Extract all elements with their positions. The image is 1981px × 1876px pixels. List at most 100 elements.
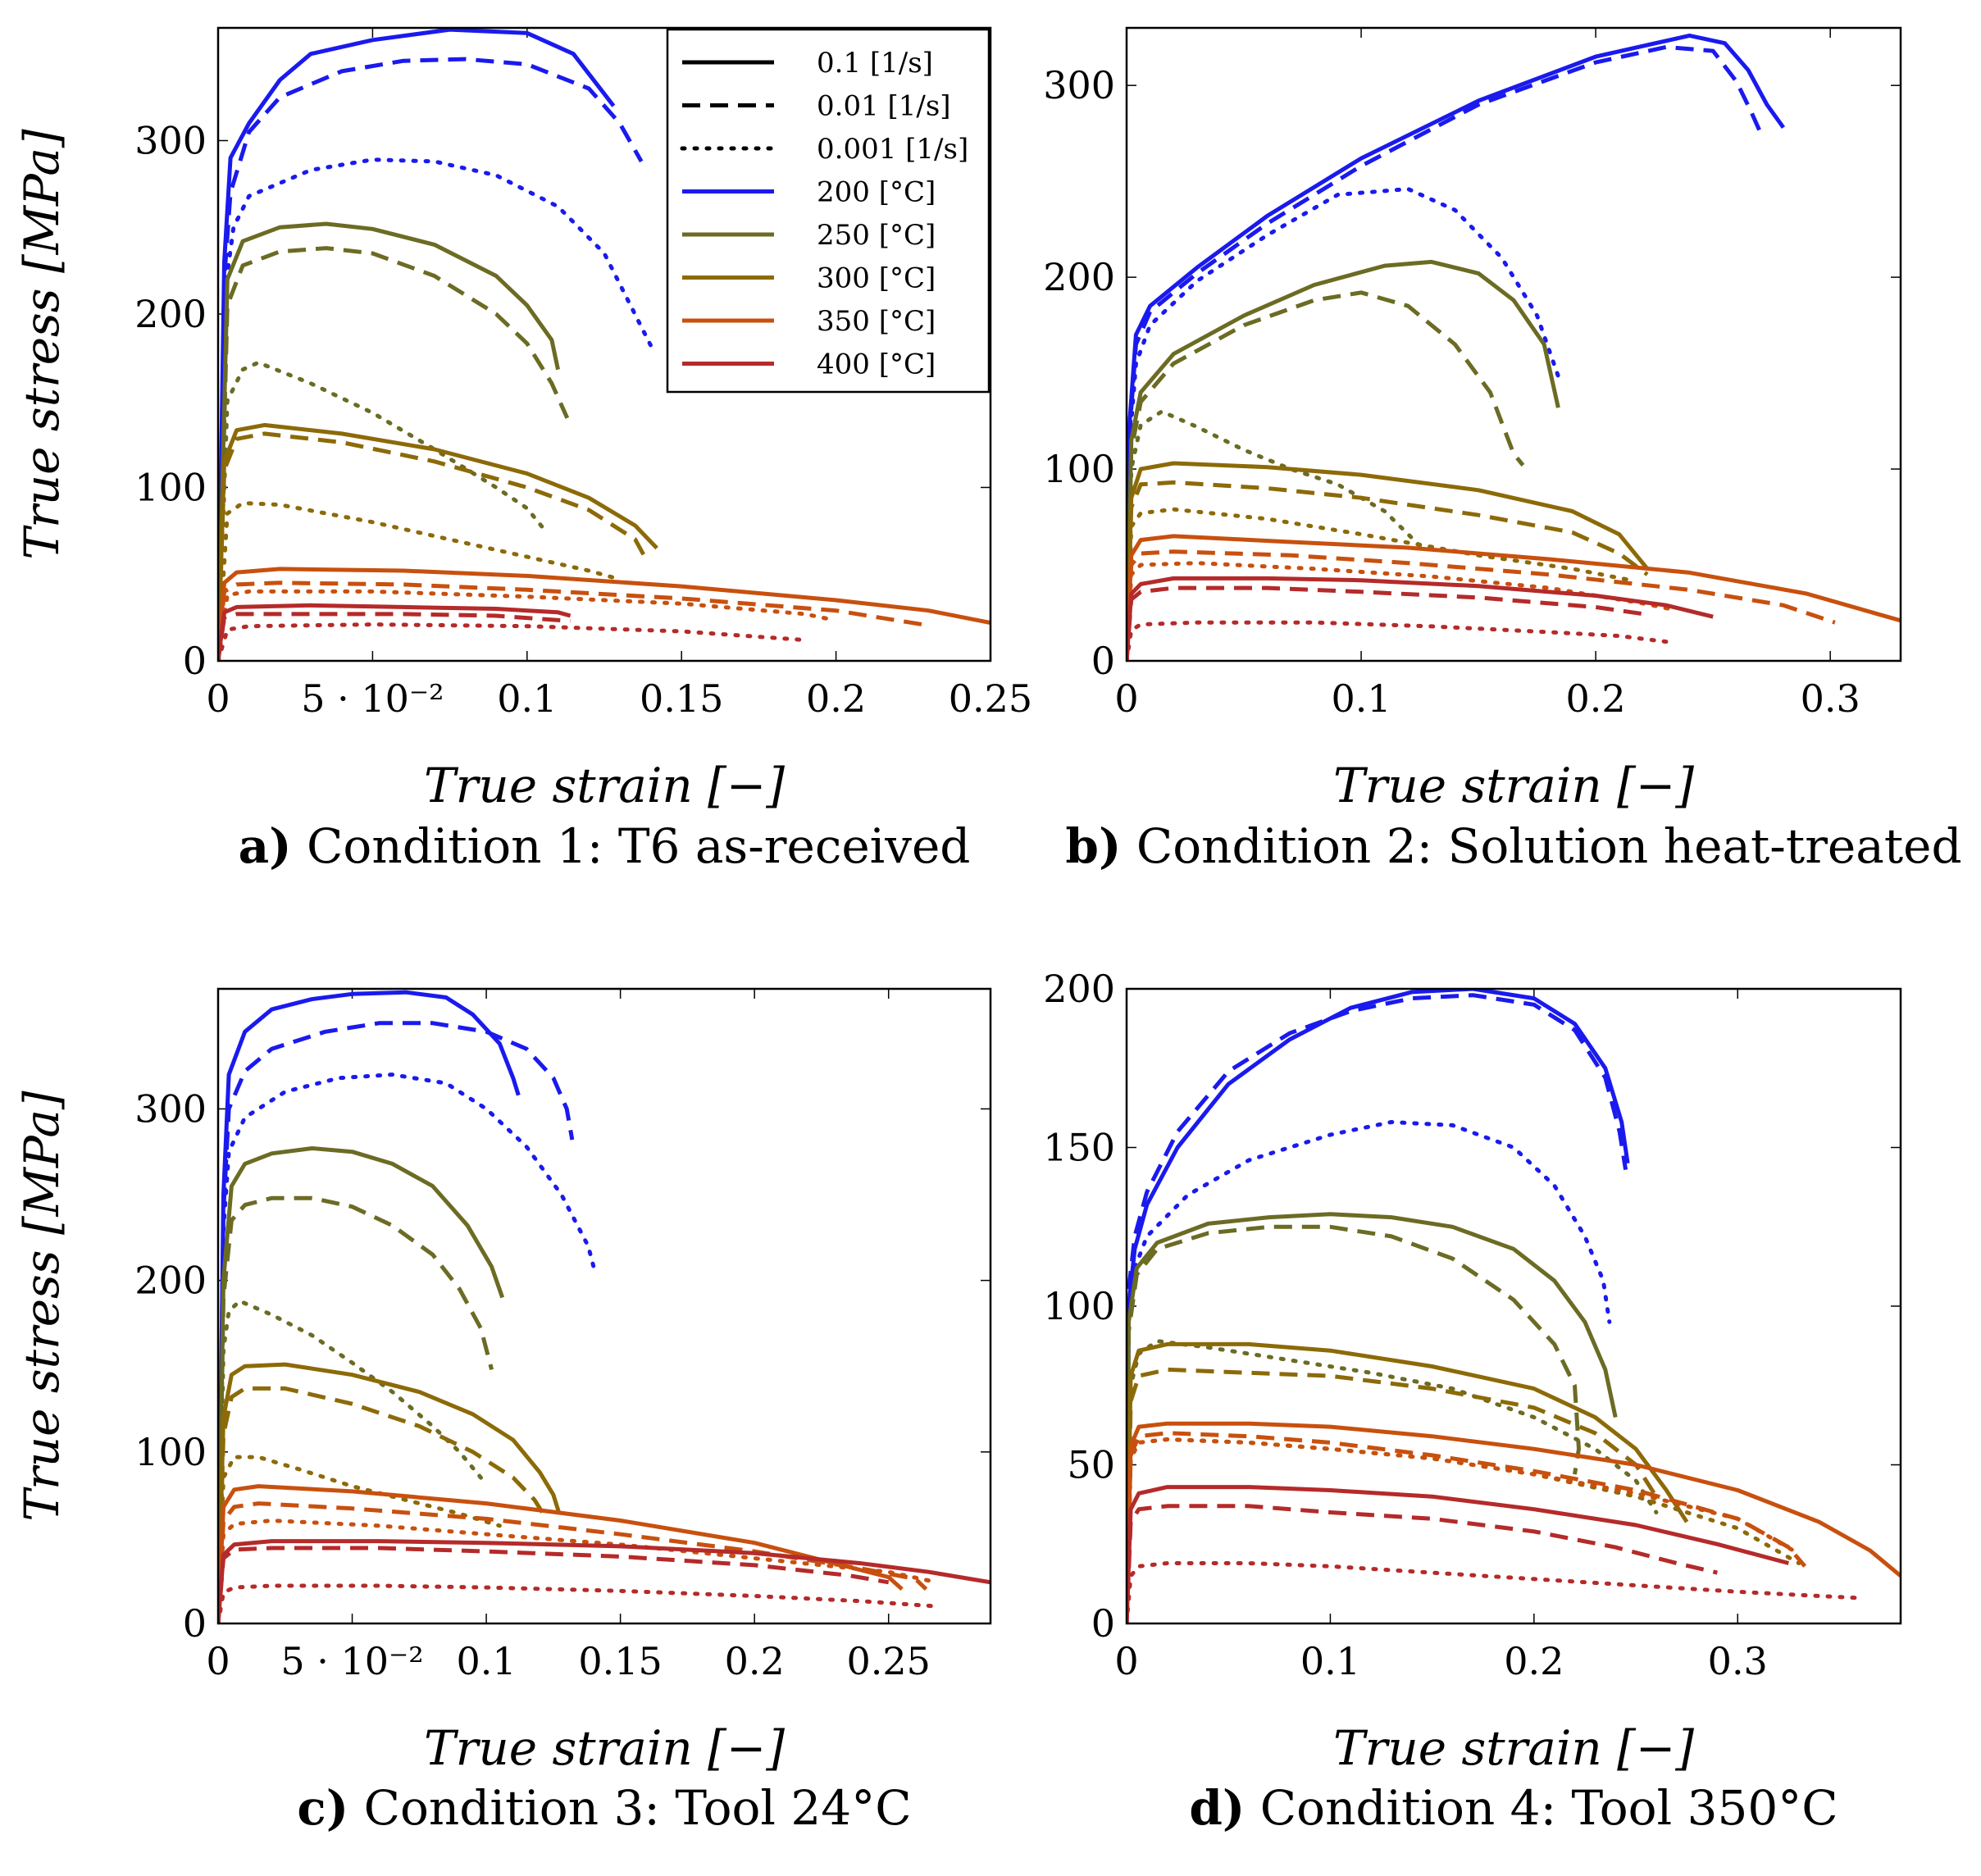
series-line-200C-0p1 — [218, 28, 616, 661]
y-axis-title: True stress [MPa] — [14, 1091, 70, 1522]
series-line-400C-0p001 — [218, 1583, 940, 1623]
y-tick-label: 300 — [1043, 63, 1115, 107]
series-group — [1127, 989, 1901, 1623]
series-line-350C-0p01 — [1127, 1431, 1807, 1623]
series-line-200C-0p001 — [1127, 1120, 1612, 1623]
caption-text: Condition 2: Solution heat-treated — [1121, 818, 1961, 874]
y-tick-label: 0 — [183, 1601, 207, 1646]
y-tick-label: 100 — [1043, 1284, 1115, 1328]
series-group — [218, 28, 990, 661]
panel-caption: a) Condition 1: T6 as-received — [239, 818, 971, 874]
x-tick-label: 0.3 — [1801, 676, 1860, 721]
series-line-400C-0p1 — [218, 1539, 990, 1623]
series-line-200C-0p01 — [1127, 44, 1762, 661]
series-line-200C-0p001 — [218, 157, 653, 661]
series-line-350C-0p001 — [218, 1519, 931, 1623]
x-tick-label: 5 · 10⁻² — [280, 1639, 423, 1683]
series-line-300C-0p001 — [218, 1455, 502, 1623]
x-tick-label: 0.15 — [640, 676, 723, 721]
series-line-350C-0p1 — [218, 567, 990, 661]
x-tick-label: 0.1 — [457, 1639, 517, 1683]
y-tick-label: 200 — [1043, 967, 1115, 1011]
series-line-200C-0p1 — [1127, 989, 1630, 1623]
caption-text: Condition 3: Tool 24°C — [348, 1780, 911, 1836]
series-line-200C-0p1 — [218, 990, 521, 1623]
series-line-400C-0p1 — [1127, 576, 1714, 661]
series-line-300C-0p1 — [1127, 461, 1650, 661]
caption-letter: a) — [239, 818, 292, 874]
series-line-250C-0p1 — [1127, 1212, 1618, 1623]
series-group — [218, 990, 990, 1623]
panel-caption: c) Condition 3: Tool 24°C — [297, 1780, 911, 1836]
y-tick-label: 200 — [134, 292, 207, 336]
legend-label: 300 [°C] — [817, 262, 936, 295]
series-line-250C-0p1 — [1127, 259, 1560, 661]
legend-label: 0.01 [1/s] — [817, 90, 951, 123]
x-tick-label: 0.1 — [1331, 676, 1391, 721]
x-tick-label: 0.3 — [1708, 1639, 1768, 1683]
series-line-250C-0p01 — [1127, 290, 1525, 661]
series-line-400C-0p01 — [218, 612, 571, 661]
y-tick-label: 100 — [134, 1430, 207, 1474]
x-tick-label: 0.1 — [497, 676, 557, 721]
series-line-300C-0p001 — [1127, 507, 1633, 661]
x-tick-label: 0.15 — [578, 1639, 662, 1683]
caption-text: Condition 4: Tool 350°C — [1245, 1780, 1838, 1836]
series-line-400C-0p01 — [1127, 585, 1651, 661]
series-line-200C-0p001 — [218, 1072, 596, 1623]
series-line-300C-0p1 — [218, 422, 658, 661]
x-axis-title: True strain [−] — [1333, 758, 1694, 813]
series-line-400C-0p1 — [1127, 1485, 1790, 1623]
x-tick-label: 0.2 — [1504, 1639, 1564, 1683]
chart-panel-1: 0 5 · 10⁻² 0.1 0.15 0.2 0.25 0 100 200 300 True st… — [14, 26, 1032, 874]
y-tick-label: 200 — [1043, 255, 1115, 299]
panel-caption: b) Condition 2: Solution heat-treated — [1065, 818, 1961, 874]
x-tick-label: 0 — [206, 1639, 230, 1683]
x-tick-label: 0.1 — [1300, 1639, 1360, 1683]
x-tick-label: 5 · 10⁻² — [301, 676, 444, 721]
series-line-250C-0p001 — [1127, 1339, 1659, 1623]
x-tick-label: 0.2 — [725, 1639, 785, 1683]
series-line-350C-0p01 — [218, 581, 923, 661]
legend-label: 250 [°C] — [817, 219, 936, 252]
series-line-300C-0p001 — [218, 501, 622, 661]
plot-frame — [216, 987, 992, 1625]
series-line-200C-0p1 — [1127, 33, 1786, 661]
series-line-350C-0p1 — [1127, 534, 1901, 661]
series-line-250C-0p01 — [218, 1195, 494, 1623]
y-tick-label: 300 — [134, 118, 207, 162]
plot-frame — [216, 26, 992, 663]
legend: 0.1 [1/s] 0.01 [1/s] 0.001 [1/s] 200 [°C] 25… — [666, 28, 990, 394]
x-tick-label: 0.25 — [846, 1639, 930, 1683]
series-line-250C-0p001 — [218, 1299, 483, 1623]
y-tick-label: 0 — [183, 639, 207, 683]
legend-label: 350 [°C] — [817, 305, 936, 338]
y-tick-label: 50 — [1067, 1443, 1115, 1487]
series-line-200C-0p01 — [1127, 993, 1628, 1623]
series-line-400C-0p01 — [1127, 1504, 1718, 1623]
x-tick-label: 0 — [1114, 676, 1138, 721]
plot-frame — [1125, 26, 1902, 663]
series-line-350C-0p001 — [1127, 561, 1674, 661]
chart-panel-3: 0 5 · 10⁻² 0.1 0.15 0.2 0.25 0 100 200 300 True st… — [14, 987, 992, 1836]
legend-label: 0.001 [1/s] — [817, 133, 968, 166]
y-tick-label: 300 — [134, 1086, 207, 1131]
series-line-300C-0p1 — [1127, 1341, 1689, 1623]
series-line-400C-0p001 — [218, 622, 808, 661]
series-line-350C-0p1 — [218, 1484, 904, 1623]
series-line-400C-0p1 — [218, 603, 572, 661]
x-axis-title: True strain [−] — [1333, 1720, 1694, 1776]
series-line-250C-0p1 — [218, 221, 560, 661]
x-tick-label: 0.2 — [1566, 676, 1626, 721]
series-line-400C-0p001 — [1127, 620, 1669, 661]
y-tick-label: 100 — [1043, 447, 1115, 491]
x-axis-title: True strain [−] — [424, 758, 785, 813]
legend-label: 0.1 [1/s] — [817, 47, 933, 80]
series-line-350C-0p01 — [1127, 549, 1836, 661]
y-tick-label: 0 — [1091, 1601, 1115, 1646]
x-tick-label: 0.25 — [949, 676, 1032, 721]
chart-panel-4: 0 0.1 0.2 0.3 0 50 100 150 200 True strain [−]d) … — [1043, 967, 1902, 1836]
series-line-250C-0p1 — [218, 1146, 505, 1623]
series-line-300C-0p01 — [218, 431, 649, 661]
